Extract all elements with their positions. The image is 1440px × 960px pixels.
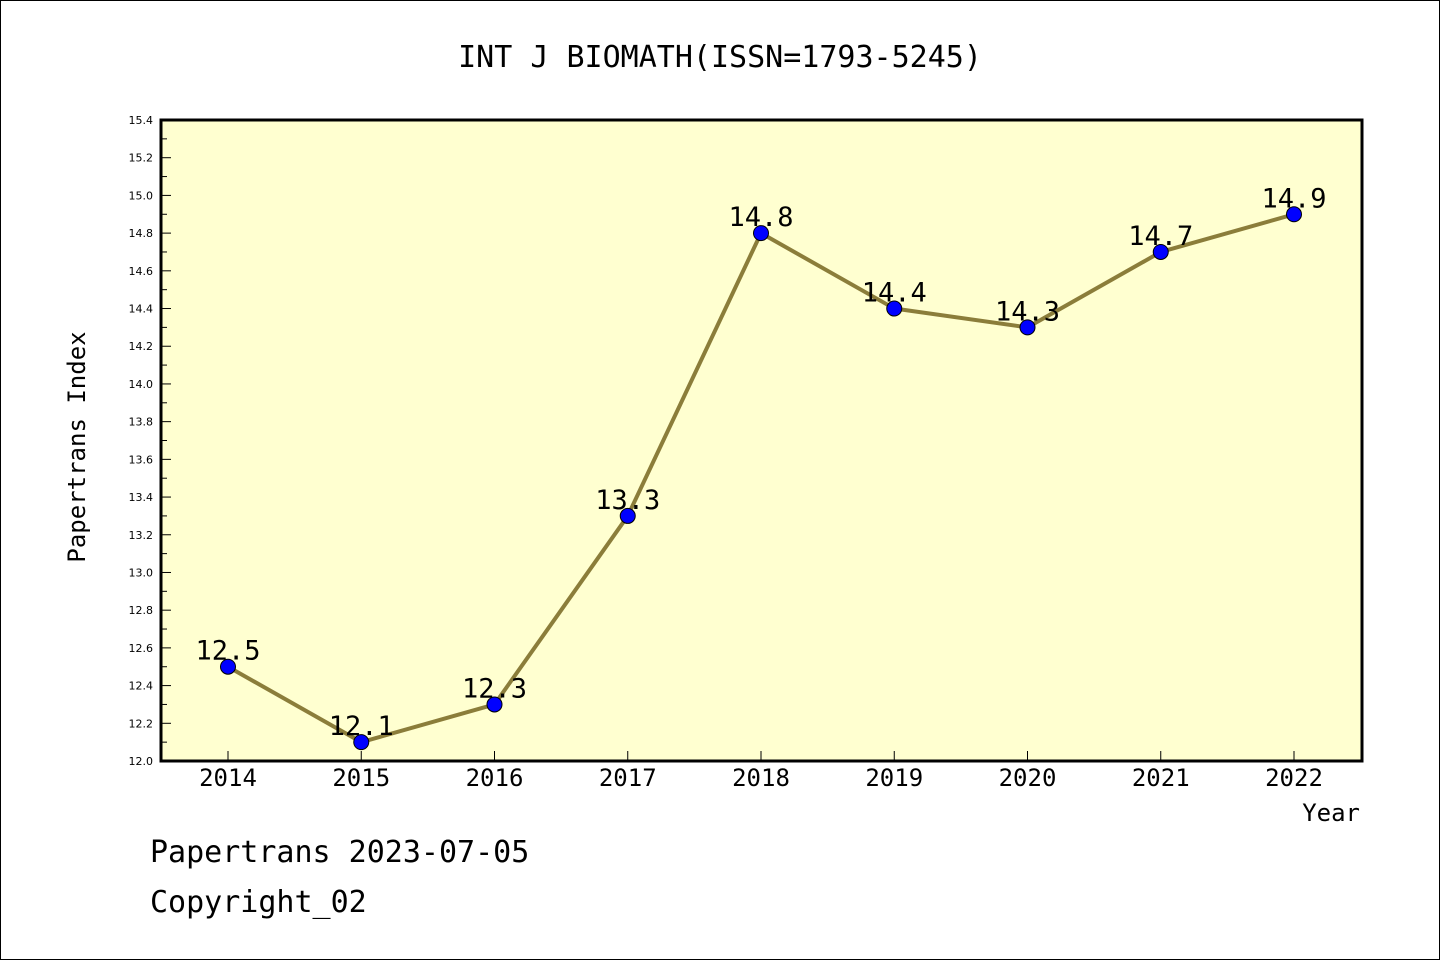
x-tick-label: 2021 xyxy=(1132,764,1190,792)
x-tick-label: 2018 xyxy=(732,764,790,792)
y-tick-label: 15.2 xyxy=(129,152,154,165)
y-tick-label: 13.0 xyxy=(129,566,154,579)
x-axis-label: Year xyxy=(1302,799,1360,827)
y-tick-label: 12.2 xyxy=(129,717,154,730)
source-note: Papertrans 2023-07-05 xyxy=(150,835,530,870)
y-tick-label: 13.4 xyxy=(129,491,154,504)
x-tick-label: 2014 xyxy=(199,764,257,792)
y-tick-label: 15.0 xyxy=(129,189,154,202)
y-tick-label: 12.0 xyxy=(129,755,154,768)
data-point xyxy=(619,507,636,524)
x-axis: 2014 2015 2016 2017 2018 2019 2020 2021 2022 xyxy=(199,751,1323,792)
chart-title: INT J BIOMATH(ISSN=1793-5245) xyxy=(458,40,982,75)
y-tick-label: 12.8 xyxy=(129,604,154,617)
data-label: 14.8 xyxy=(728,202,793,233)
copyright-note: Copyright_02 xyxy=(150,885,367,920)
data-point xyxy=(1286,206,1302,223)
data-label: 13.3 xyxy=(595,485,660,516)
x-tick-label: 2017 xyxy=(599,764,657,792)
y-tick-label: 15.4 xyxy=(129,114,154,127)
x-tick-label: 2016 xyxy=(466,764,524,792)
data-label: 14.9 xyxy=(1261,183,1326,214)
y-tick-label: 14.6 xyxy=(129,265,154,278)
x-tick-label: 2022 xyxy=(1265,764,1323,792)
y-tick-label: 12.4 xyxy=(129,680,154,693)
y-tick-label: 14.0 xyxy=(129,378,154,391)
data-label: 14.4 xyxy=(862,278,927,309)
plot-frame xyxy=(159,118,1364,763)
series-layer: 12.5 12.1 12.3 13.3 14.8 14.4 14.3 14.7 14.9 xyxy=(195,183,1327,751)
y-tick-label: 14.2 xyxy=(129,340,154,353)
data-label: 14.7 xyxy=(1128,221,1193,252)
y-axis-label: Papertrans Index xyxy=(63,331,91,562)
y-tick-label: 14.4 xyxy=(129,303,154,316)
data-point xyxy=(353,734,370,751)
data-point xyxy=(753,225,769,242)
data-point xyxy=(1019,319,1036,336)
data-point xyxy=(486,696,503,713)
y-tick-label: 13.2 xyxy=(129,529,154,542)
y-tick-label: 13.8 xyxy=(129,416,154,429)
data-point xyxy=(220,658,236,675)
y-tick-label: 13.6 xyxy=(129,453,154,466)
x-tick-label: 2019 xyxy=(865,764,923,792)
y-tick-label: 14.8 xyxy=(129,227,154,240)
data-label: 12.5 xyxy=(195,636,260,667)
x-tick-label: 2015 xyxy=(332,764,390,792)
y-tick-label: 12.6 xyxy=(129,642,154,655)
data-label: 14.3 xyxy=(995,296,1060,327)
data-label: 12.1 xyxy=(329,711,394,742)
data-point xyxy=(1152,243,1169,260)
data-label: 12.3 xyxy=(462,673,527,704)
data-point xyxy=(886,300,903,317)
y-axis: 12.0 12.2 12.4 12.6 12.8 13.0 13.2 13.4 13.6 13.8… xyxy=(129,114,171,768)
x-tick-label: 2020 xyxy=(999,764,1057,792)
